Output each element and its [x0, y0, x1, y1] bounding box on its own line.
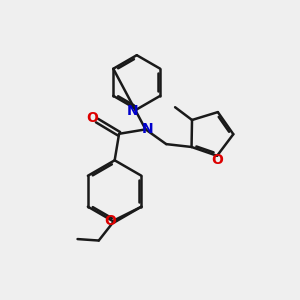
Text: N: N — [142, 122, 154, 136]
Text: O: O — [211, 153, 223, 167]
Text: N: N — [127, 104, 139, 118]
Text: O: O — [104, 214, 116, 228]
Text: O: O — [86, 111, 98, 125]
